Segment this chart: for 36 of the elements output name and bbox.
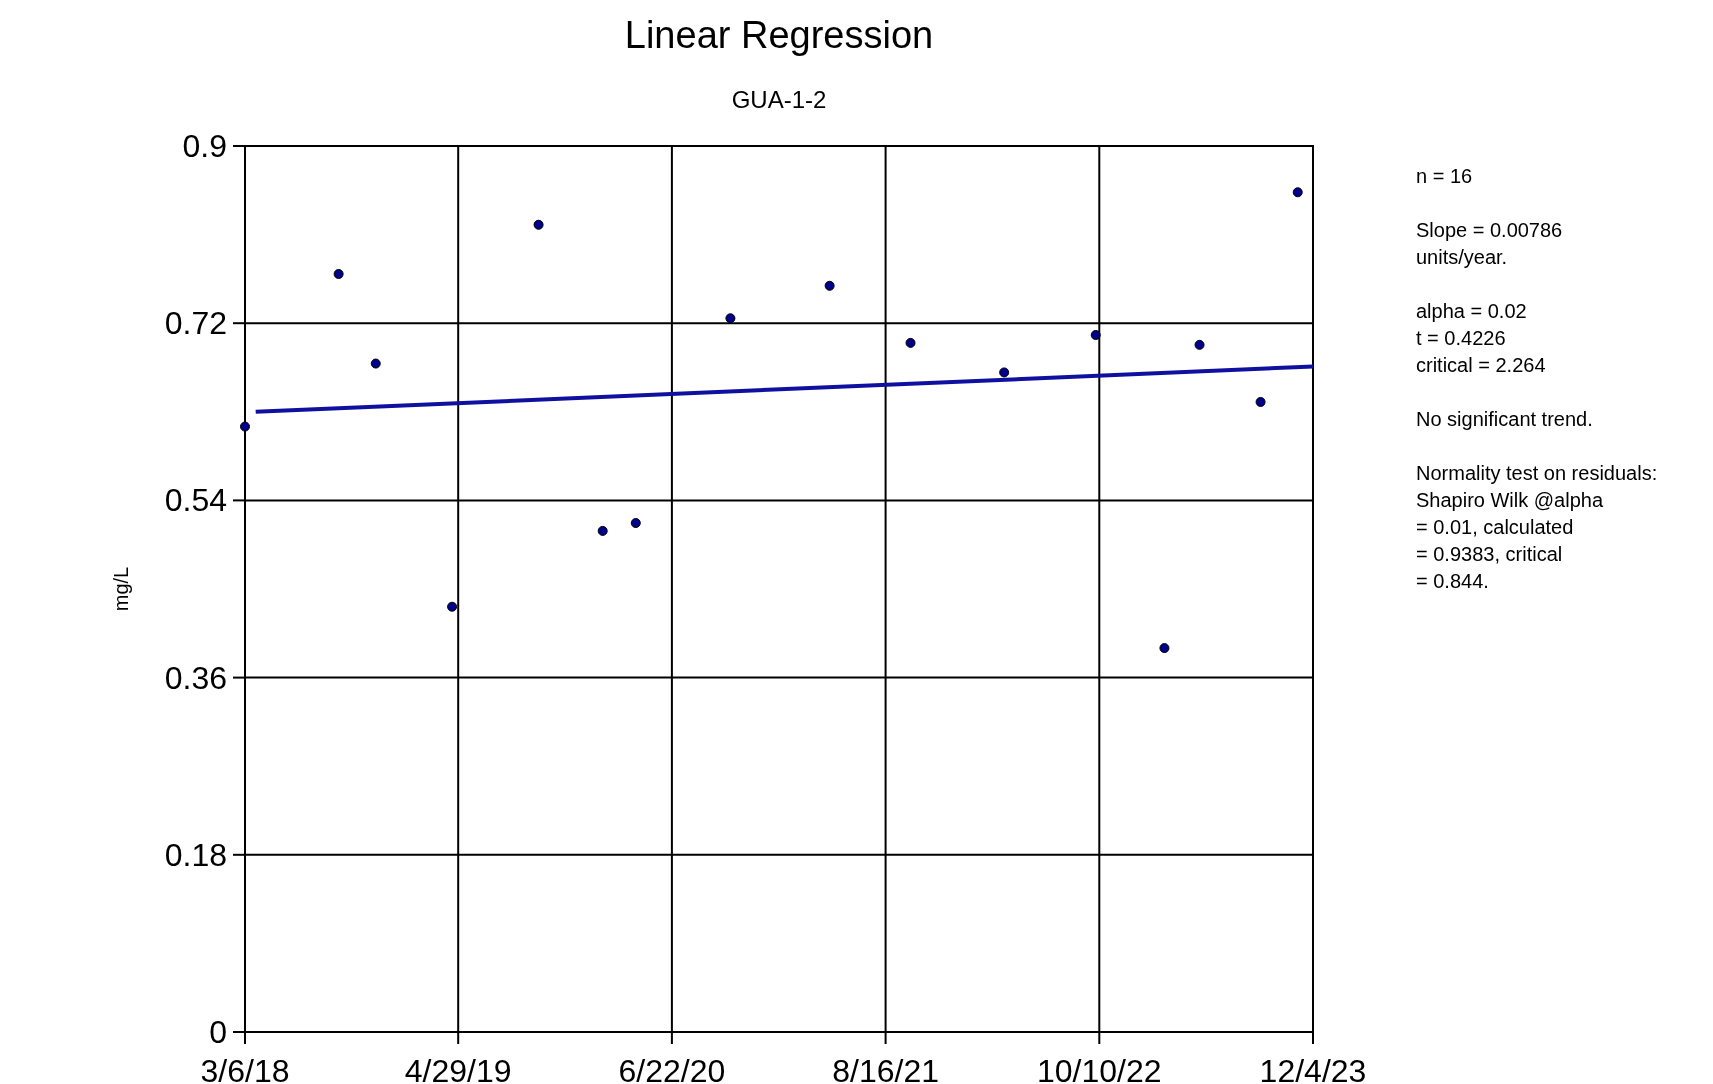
point <box>1194 339 1205 350</box>
point <box>370 358 381 369</box>
y-axis-title: mg/L <box>110 566 132 612</box>
point <box>905 337 916 348</box>
point <box>447 601 458 612</box>
text: No significant trend. <box>1416 408 1593 430</box>
y-tick-label: 0.72 <box>164 305 227 342</box>
x-tick-label: 4/29/19 <box>404 1053 512 1084</box>
point <box>630 518 641 529</box>
text: Slope = 0.00786 units/year. <box>1416 219 1563 268</box>
y-tick-label: 0.9 <box>182 128 227 164</box>
point <box>999 367 1010 378</box>
x-tick-label: 10/10/22 <box>1037 1053 1162 1084</box>
x-tick-label: 12/4/23 <box>1259 1053 1367 1084</box>
y-tick-label: 0.36 <box>164 659 227 696</box>
point <box>240 421 250 432</box>
point <box>824 280 835 291</box>
chart-title: Linear Regression <box>624 14 934 56</box>
point <box>597 525 608 536</box>
point <box>1159 643 1170 654</box>
point <box>533 219 544 230</box>
point <box>1292 187 1303 198</box>
text: alpha = 0.02 t = 0.4226 critical = 2.264 <box>1416 300 1546 376</box>
point <box>1090 330 1101 341</box>
y-tick-label: 0.54 <box>164 482 227 519</box>
x-tick-label: 3/6/18 <box>200 1053 290 1084</box>
x-tick-label: 6/22/20 <box>618 1053 726 1084</box>
y-tick-label: 0 <box>209 1014 227 1050</box>
text: Normality test on residuals: Shapiro Wilk @alpha = 0.01, calculated = 0.9383, critical = 0.844. <box>1416 462 1658 592</box>
point <box>725 313 736 324</box>
text: n = 16 <box>1416 165 1473 187</box>
x-tick-label: 8/16/21 <box>832 1053 939 1084</box>
chart-subtitle: GUA-1-2 <box>731 86 827 113</box>
point <box>333 268 344 279</box>
point <box>1255 396 1266 407</box>
y-tick-label: 0.18 <box>164 836 227 873</box>
